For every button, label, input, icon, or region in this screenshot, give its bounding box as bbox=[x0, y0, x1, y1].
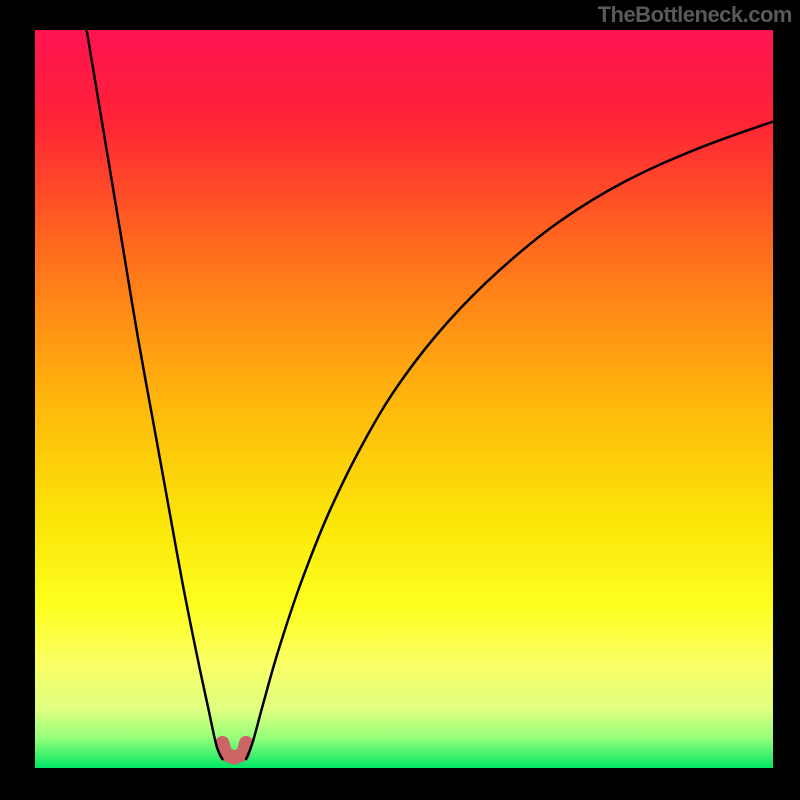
plot-svg bbox=[35, 30, 773, 768]
chart-container: TheBottleneck.com bbox=[0, 0, 800, 800]
plot-background bbox=[35, 30, 773, 768]
watermark-text: TheBottleneck.com bbox=[598, 2, 792, 28]
plot-area bbox=[35, 30, 773, 768]
